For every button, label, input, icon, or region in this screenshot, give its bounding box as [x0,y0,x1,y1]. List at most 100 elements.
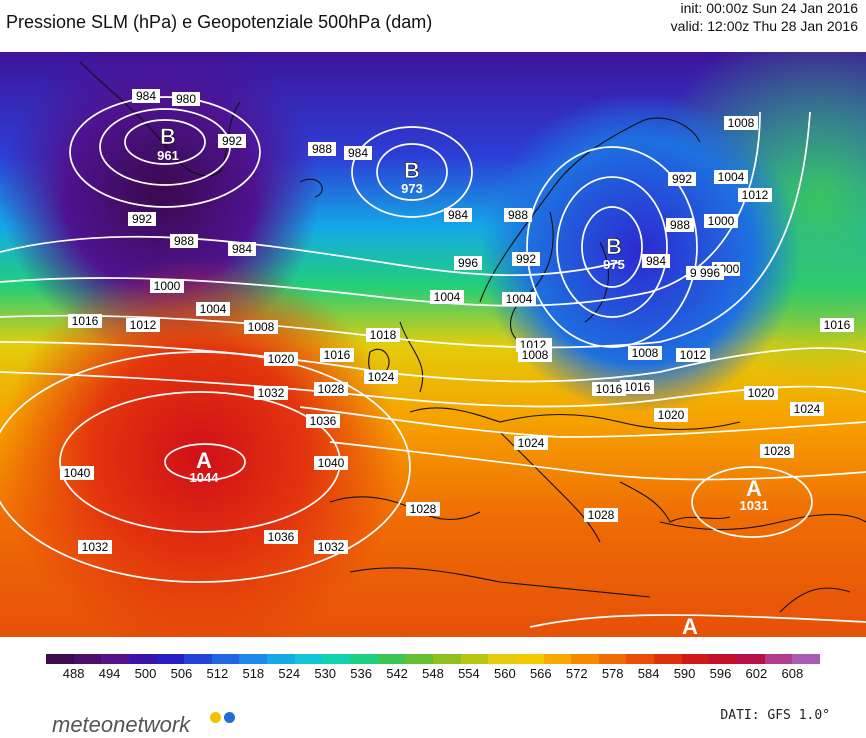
isobar-label: 1008 [518,348,552,362]
isobar-label: 1012 [676,348,710,362]
low-center: B 975 [603,234,625,272]
legend-tick-label: 506 [170,666,193,681]
legend-swatch [156,654,185,664]
isobar-label: 996 [454,256,482,270]
legend-tick-label: 554 [458,666,480,681]
legend-swatch [405,654,433,664]
isobar-label: 1016 [620,380,654,394]
valid-time: valid: 12:00z Thu 28 Jan 2016 [670,18,858,34]
legend-swatch [598,654,627,664]
svg-text:1020: 1020 [748,386,775,400]
isobar-label: 1016 [320,348,354,362]
svg-text:984: 984 [646,254,666,268]
weather-map: 984 980 992 988 984 992 988 984 984 988 … [0,52,866,637]
isobar-label: 1012 [126,318,160,332]
isobar-label: 1020 [264,352,298,366]
svg-text:1008: 1008 [522,348,549,362]
low-center: B 961 [157,124,179,163]
svg-text:1000: 1000 [154,279,181,293]
legend-tick-label: 590 [673,666,696,681]
svg-text:A: A [746,476,762,501]
svg-text:1036: 1036 [310,414,337,428]
isobar-label: 1008 [724,116,758,130]
legend-swatch [101,654,129,664]
svg-text:984: 984 [448,208,468,222]
legend-swatch [737,654,765,664]
init-time: init: 00:00z Sun 24 Jan 2016 [680,0,858,16]
isobar-label: 992 [218,134,246,148]
brand-logo: meteonetwork [52,712,191,737]
svg-text:1000: 1000 [708,214,735,228]
legend-swatch [46,654,74,664]
svg-text:988: 988 [670,218,690,232]
isobar-label: 1016 [68,314,102,328]
isobar-label: 984 [344,146,372,160]
legend-tick-label: 518 [242,666,265,681]
svg-text:1040: 1040 [64,466,91,480]
legend-swatch [515,654,544,664]
legend-tick-label: 512 [206,666,229,681]
legend-tick-label: 608 [781,666,804,681]
high-center: A [682,614,698,637]
svg-text:984: 984 [136,89,156,103]
svg-text:1004: 1004 [434,290,461,304]
logo-dot-blue [224,712,235,723]
svg-text:973: 973 [401,181,423,196]
high-center: A 1044 [190,448,220,485]
svg-text:1032: 1032 [318,540,345,554]
svg-text:984: 984 [348,146,368,160]
svg-text:1028: 1028 [410,502,437,516]
data-source: DATI: GFS 1.0° [720,708,830,723]
svg-text:1031: 1031 [740,498,769,513]
isobar-labels: 984 980 992 988 984 992 988 984 984 988 … [60,89,854,554]
isobar-label: 984 [642,254,670,268]
legend-swatch [460,654,489,664]
legend-swatch [488,654,516,664]
svg-text:1004: 1004 [718,170,745,184]
high-center: A 1031 [740,476,769,513]
legend-tick-label: 572 [565,666,588,681]
legend-tick-label: 566 [529,666,552,681]
isobar-label: 1020 [654,408,688,422]
isobar-label: 1028 [406,502,440,516]
legend-swatch [377,654,406,664]
svg-text:992: 992 [516,252,536,266]
svg-text:1020: 1020 [658,408,685,422]
legend-tick-label: 584 [637,666,660,681]
legend-swatch [322,654,351,664]
isobar-label: 1004 [502,292,536,306]
isobar-label: 980 [172,92,200,106]
svg-text:975: 975 [603,257,625,272]
legend-swatch [681,654,710,664]
isobar-label: 1004 [196,302,230,316]
isobar-label: 1012 [738,188,772,202]
isobar-label: 1008 [628,346,662,360]
isobar-label: 992 [512,252,540,266]
svg-text:992: 992 [222,134,242,148]
svg-text:1012: 1012 [680,348,707,362]
isobar-label: 992 [128,212,156,226]
isobar-label: 984 [132,89,160,103]
isobar-label: 1024 [364,370,398,384]
isobar-label: 1028 [760,444,794,458]
svg-text:1032: 1032 [258,386,285,400]
legend-tick-label: 536 [350,666,372,681]
isobar-label: 988 [504,208,532,222]
svg-text:1008: 1008 [728,116,755,130]
isobar-label: 1032 [254,386,288,400]
isobar-label: 1008 [244,320,278,334]
svg-text:996: 996 [458,256,478,270]
legend-swatch [239,654,268,664]
isobar-label: 1004 [430,290,464,304]
legend-tick-label: 530 [314,666,337,681]
isobar-label: 1028 [584,508,618,522]
legend-swatch [543,654,572,664]
svg-text:992: 992 [672,172,692,186]
legend-swatch [350,654,378,664]
legend-tick-label: 602 [745,666,768,681]
svg-text:1024: 1024 [518,436,545,450]
svg-text:B: B [404,158,420,183]
legend-tick-label: 542 [386,666,408,681]
legend-ticks: 488 494 500 506 512 518 524 530 536 542 548 554 560 5… [46,666,820,684]
svg-text:1008: 1008 [632,346,659,360]
